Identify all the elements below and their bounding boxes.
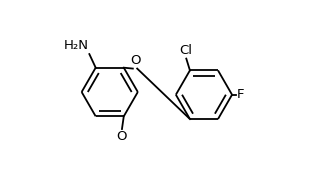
Text: O: O [117, 130, 127, 143]
Text: O: O [130, 54, 140, 67]
Text: H₂N: H₂N [63, 39, 88, 52]
Text: Cl: Cl [179, 44, 192, 57]
Text: F: F [237, 88, 245, 101]
